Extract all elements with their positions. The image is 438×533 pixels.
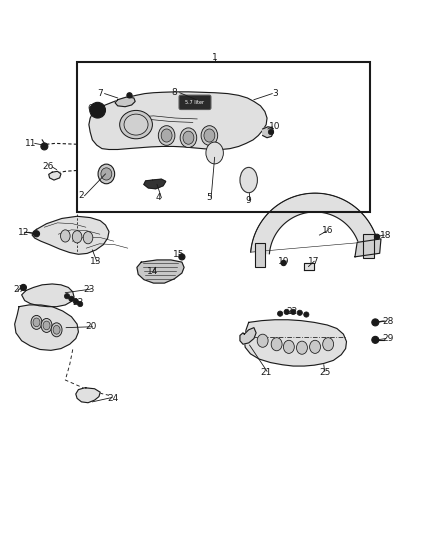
Circle shape bbox=[268, 130, 274, 135]
Ellipse shape bbox=[31, 316, 42, 329]
Text: 27: 27 bbox=[13, 285, 25, 294]
Ellipse shape bbox=[120, 110, 152, 139]
Polygon shape bbox=[240, 328, 256, 344]
Circle shape bbox=[69, 296, 74, 302]
Text: 8: 8 bbox=[172, 88, 177, 97]
Text: 11: 11 bbox=[25, 139, 36, 148]
Text: 25: 25 bbox=[319, 368, 330, 377]
Text: 13: 13 bbox=[90, 257, 102, 266]
Circle shape bbox=[78, 302, 83, 306]
Circle shape bbox=[278, 311, 283, 316]
Circle shape bbox=[93, 106, 102, 115]
Bar bbox=[77, 62, 370, 212]
Ellipse shape bbox=[297, 341, 307, 354]
Polygon shape bbox=[32, 216, 109, 254]
Ellipse shape bbox=[257, 334, 268, 348]
Text: 20: 20 bbox=[86, 322, 97, 331]
Text: 12: 12 bbox=[18, 228, 29, 237]
Text: 4: 4 bbox=[156, 193, 162, 202]
Ellipse shape bbox=[271, 338, 282, 351]
Ellipse shape bbox=[161, 129, 172, 142]
Text: 18: 18 bbox=[380, 231, 392, 239]
Text: 9: 9 bbox=[246, 196, 251, 205]
Polygon shape bbox=[89, 92, 267, 149]
Circle shape bbox=[304, 312, 309, 317]
Text: 5: 5 bbox=[207, 193, 212, 202]
Circle shape bbox=[372, 336, 379, 343]
Text: 14: 14 bbox=[147, 267, 158, 276]
Polygon shape bbox=[144, 179, 166, 189]
Ellipse shape bbox=[283, 340, 294, 353]
Text: 16: 16 bbox=[321, 226, 333, 235]
FancyBboxPatch shape bbox=[363, 233, 374, 257]
Circle shape bbox=[297, 310, 302, 316]
Circle shape bbox=[127, 93, 132, 98]
Ellipse shape bbox=[53, 326, 60, 334]
Polygon shape bbox=[49, 171, 61, 180]
Text: 3: 3 bbox=[272, 89, 278, 98]
Ellipse shape bbox=[101, 168, 112, 180]
Polygon shape bbox=[263, 127, 274, 138]
Text: 7: 7 bbox=[97, 89, 103, 98]
Text: 21: 21 bbox=[261, 368, 272, 377]
Ellipse shape bbox=[41, 318, 52, 333]
Text: 22: 22 bbox=[73, 298, 84, 307]
Ellipse shape bbox=[33, 318, 40, 327]
Ellipse shape bbox=[98, 164, 115, 184]
Text: 29: 29 bbox=[383, 334, 394, 343]
FancyBboxPatch shape bbox=[254, 243, 265, 267]
Ellipse shape bbox=[124, 114, 148, 135]
Circle shape bbox=[281, 261, 286, 265]
Polygon shape bbox=[251, 193, 378, 254]
Circle shape bbox=[64, 294, 70, 299]
Text: 24: 24 bbox=[108, 394, 119, 403]
Circle shape bbox=[372, 319, 379, 326]
Ellipse shape bbox=[43, 321, 50, 330]
Polygon shape bbox=[76, 388, 100, 403]
Text: 5.7 liter: 5.7 liter bbox=[185, 100, 205, 105]
Polygon shape bbox=[355, 239, 381, 257]
Text: 15: 15 bbox=[173, 250, 184, 259]
Ellipse shape bbox=[201, 126, 218, 146]
Text: 19: 19 bbox=[278, 257, 290, 266]
Text: 26: 26 bbox=[42, 163, 53, 172]
Polygon shape bbox=[21, 284, 74, 306]
Ellipse shape bbox=[60, 230, 70, 242]
Circle shape bbox=[33, 231, 39, 237]
Ellipse shape bbox=[206, 142, 223, 164]
FancyBboxPatch shape bbox=[179, 95, 211, 110]
Ellipse shape bbox=[240, 167, 258, 193]
Ellipse shape bbox=[204, 129, 215, 142]
Text: 28: 28 bbox=[383, 317, 394, 326]
Ellipse shape bbox=[72, 231, 82, 243]
Circle shape bbox=[290, 309, 296, 314]
Circle shape bbox=[90, 102, 106, 118]
Polygon shape bbox=[14, 305, 78, 350]
Text: 6: 6 bbox=[87, 104, 93, 113]
Ellipse shape bbox=[310, 340, 321, 353]
Circle shape bbox=[179, 254, 185, 260]
Circle shape bbox=[41, 143, 48, 150]
Ellipse shape bbox=[83, 231, 93, 244]
Ellipse shape bbox=[323, 338, 334, 351]
Text: 22: 22 bbox=[287, 306, 298, 316]
Polygon shape bbox=[304, 263, 314, 270]
Text: 1: 1 bbox=[212, 53, 218, 62]
Circle shape bbox=[73, 299, 78, 304]
Text: 17: 17 bbox=[308, 257, 320, 266]
Ellipse shape bbox=[183, 131, 194, 144]
Polygon shape bbox=[244, 320, 346, 366]
Polygon shape bbox=[115, 97, 135, 107]
Circle shape bbox=[284, 309, 289, 314]
Text: 10: 10 bbox=[269, 122, 281, 131]
Circle shape bbox=[20, 285, 26, 290]
Circle shape bbox=[374, 234, 380, 239]
Ellipse shape bbox=[158, 126, 175, 146]
Ellipse shape bbox=[51, 323, 62, 337]
Ellipse shape bbox=[180, 128, 197, 148]
Text: 23: 23 bbox=[83, 285, 95, 294]
Polygon shape bbox=[137, 260, 184, 283]
Text: 2: 2 bbox=[79, 191, 84, 200]
